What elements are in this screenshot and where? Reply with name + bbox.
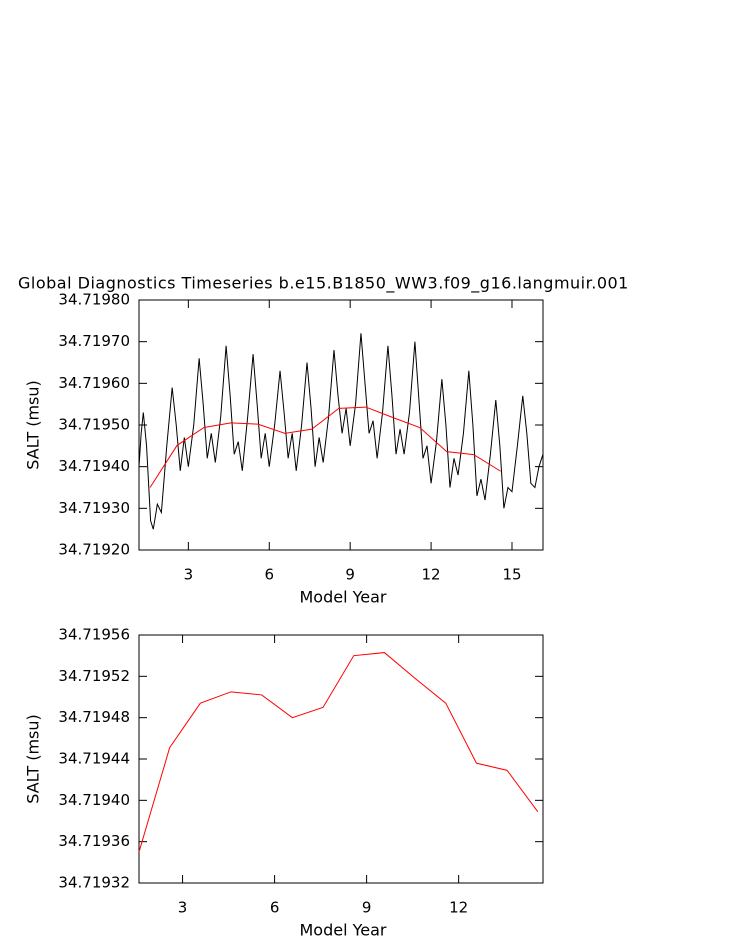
x-tick-label: 6 xyxy=(264,566,274,584)
y-tick-label: 34.71944 xyxy=(58,750,130,768)
plot-frame xyxy=(138,634,544,884)
x-tick-label: 12 xyxy=(449,899,468,917)
y-axis-label: SALT (msu) xyxy=(24,714,43,804)
x-tick-label: 9 xyxy=(362,899,372,917)
y-tick-label: 34.71940 xyxy=(58,457,130,475)
x-tick-label: 12 xyxy=(422,566,441,584)
y-tick-label: 34.71956 xyxy=(58,626,130,644)
y-tick-label: 34.71930 xyxy=(58,499,130,517)
x-tick-label: 3 xyxy=(178,899,188,917)
y-tick-label: 34.71960 xyxy=(58,374,130,392)
y-tick-label: 34.71950 xyxy=(58,416,130,434)
y-tick-label: 34.71932 xyxy=(58,874,130,892)
series-line xyxy=(138,652,539,853)
series-line xyxy=(138,333,544,530)
y-axis-label: SALT (msu) xyxy=(24,380,43,470)
x-tick-label: 15 xyxy=(502,566,521,584)
chart-title: Global Diagnostics Timeseries b.e15.B185… xyxy=(18,274,629,294)
y-tick-label: 34.71940 xyxy=(58,791,130,809)
series-line xyxy=(149,406,501,488)
x-tick-label: 9 xyxy=(345,566,355,584)
y-tick-label: 34.71980 xyxy=(58,291,130,309)
y-tick-label: 34.71920 xyxy=(58,541,130,559)
x-tick-label: 3 xyxy=(184,566,194,584)
x-tick-label: 6 xyxy=(270,899,280,917)
y-tick-label: 34.71952 xyxy=(58,667,130,685)
y-tick-label: 34.71948 xyxy=(58,708,130,726)
x-axis-label: Model Year xyxy=(300,588,387,607)
y-tick-label: 34.71970 xyxy=(58,332,130,350)
x-axis-label: Model Year xyxy=(300,921,387,940)
y-tick-label: 34.71936 xyxy=(58,832,130,850)
